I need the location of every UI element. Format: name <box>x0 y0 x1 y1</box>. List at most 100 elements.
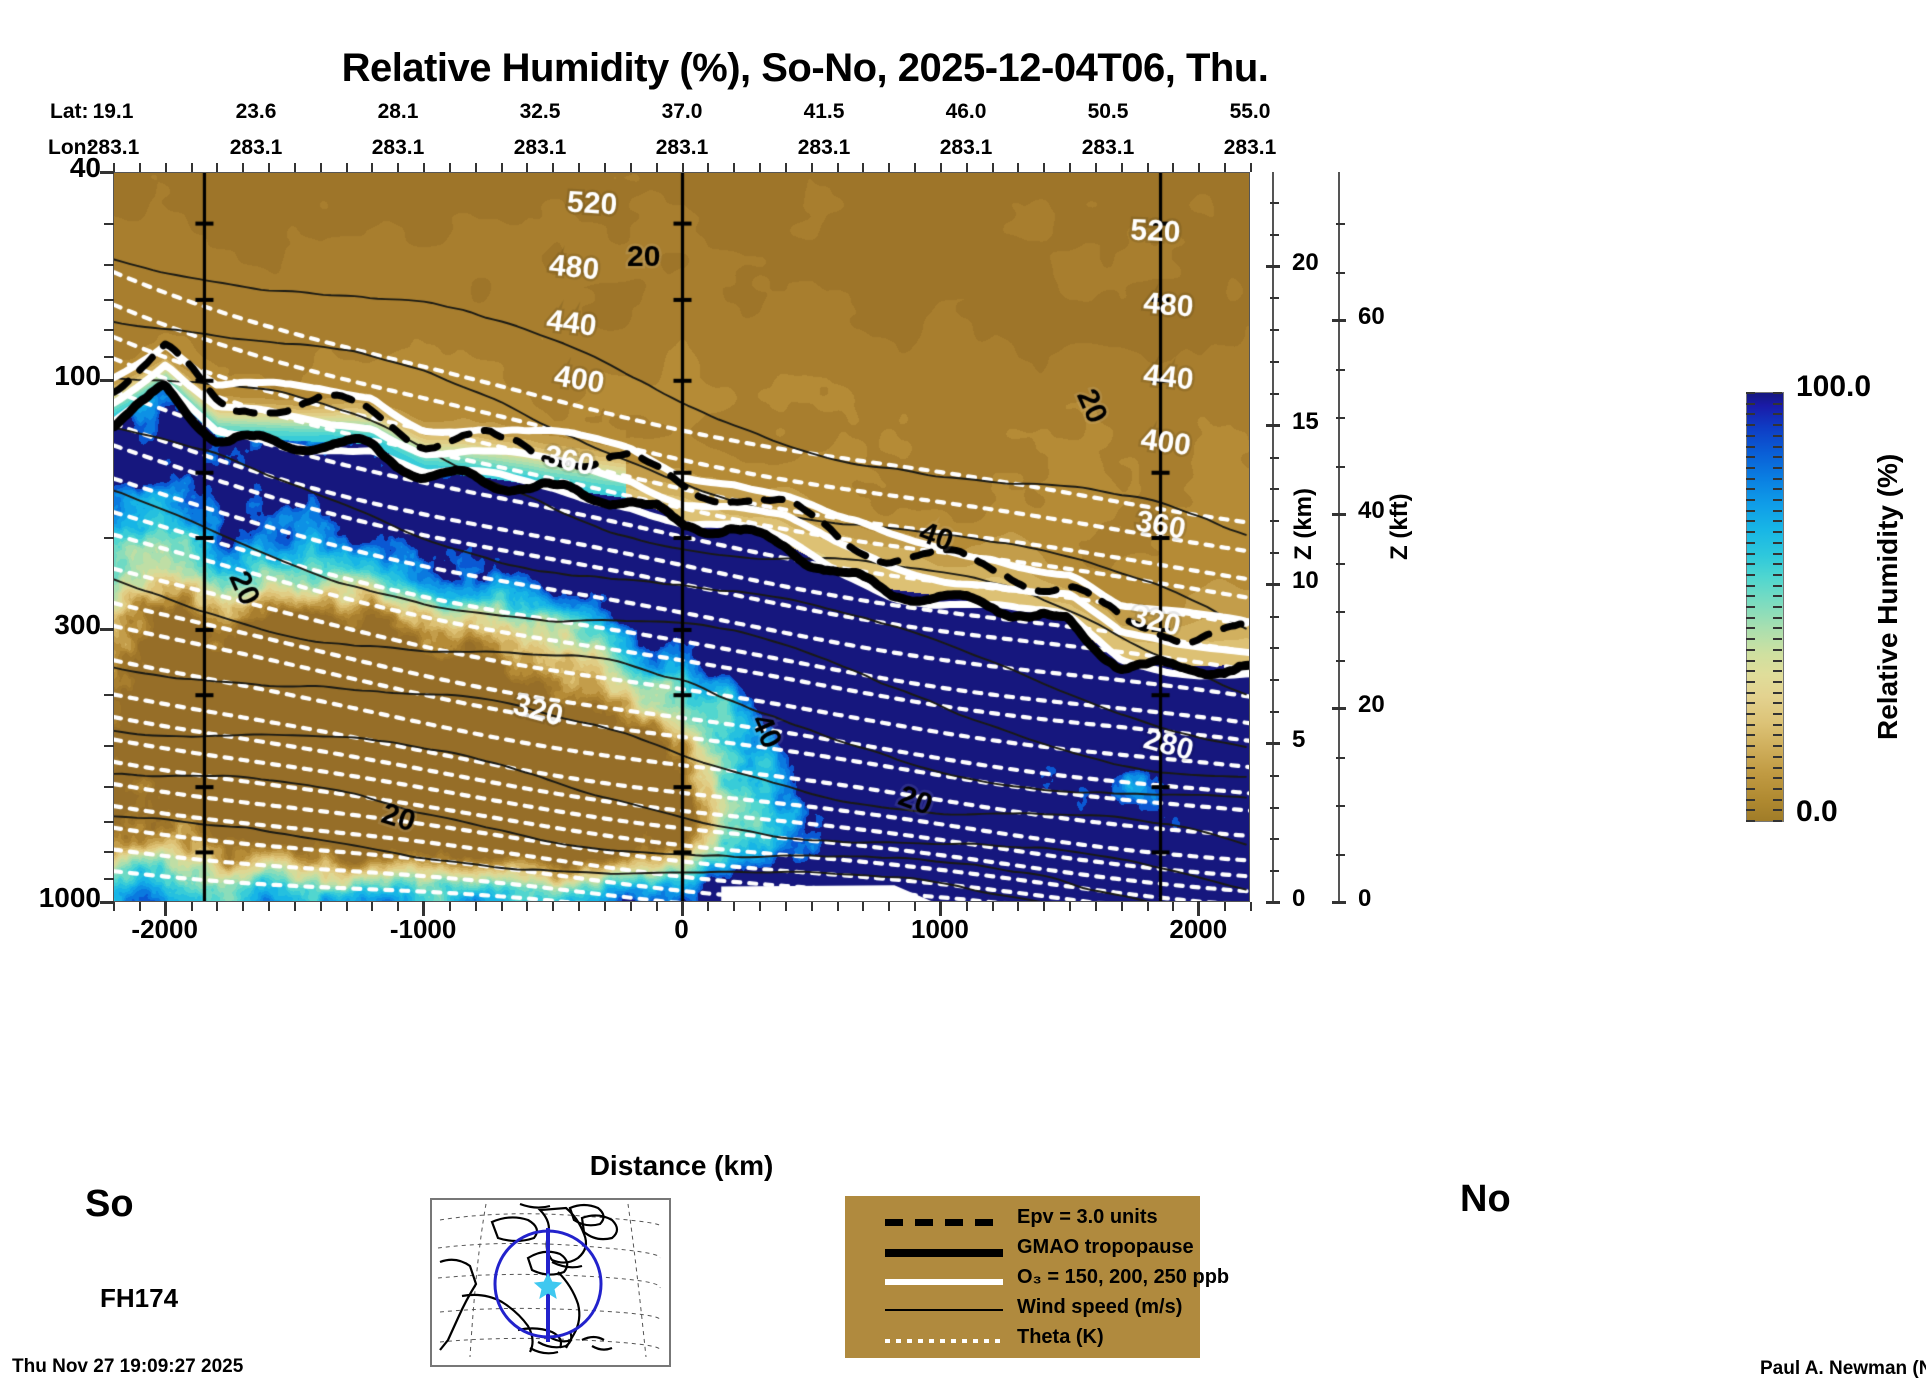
z-km-tick-minor <box>1270 392 1279 395</box>
legend-symbol-tropopause <box>885 1249 1003 1257</box>
z-kft-tick-label-0: 0 <box>1358 885 1372 912</box>
z-km-tick-minor <box>1270 583 1279 586</box>
colorbar-max-label: 100.0 <box>1796 370 1872 403</box>
z-kft-tick-minor <box>1336 465 1345 468</box>
lat-value-8: 55.0 <box>1229 100 1271 123</box>
z-kft-axis-line <box>1338 172 1340 902</box>
colorbar-tick <box>1773 488 1782 491</box>
x-tick-minor <box>242 902 245 911</box>
colorbar-tick <box>1773 755 1782 758</box>
x-tick-minor <box>500 902 503 911</box>
x-tick-minor <box>991 902 994 911</box>
y-tick-label-100: 100 <box>54 359 101 391</box>
z-kft-axis-label: Z (kft) <box>1386 493 1413 560</box>
z-km-tick-minor <box>1270 679 1279 682</box>
colorbar-tick <box>1746 787 1755 790</box>
z-kft-tick-minor <box>1336 271 1345 274</box>
colorbar-tick <box>1746 466 1755 469</box>
colorbar-min-label: 0.0 <box>1796 795 1838 828</box>
z-kft-tick-minor <box>1336 611 1345 614</box>
x-tick-minor <box>1017 902 1020 911</box>
lon-value-8: 283.1 <box>1223 136 1277 159</box>
y-tick-minor-50 <box>104 222 114 225</box>
legend-symbol-epv <box>885 1219 1003 1226</box>
cross-section-plot[interactable] <box>113 172 1250 902</box>
x-tick-minor <box>1094 902 1097 911</box>
forecast-hour-label: FH174 <box>100 1283 179 1313</box>
lon-value-4: 283.1 <box>655 136 709 159</box>
colorbar-tick <box>1773 509 1782 512</box>
x-tick-minor-top <box>448 163 451 172</box>
z-km-tick-minor <box>1270 711 1279 714</box>
colorbar-tick <box>1746 402 1755 405</box>
legend-box: Epv = 3.0 units GMAO tropopause O₃ = 150, … <box>845 1196 1229 1358</box>
colorbar-tick <box>1773 670 1782 673</box>
z-km-tick-minor <box>1270 520 1279 523</box>
x-tick-minor-top <box>784 163 787 172</box>
x-axis-label: Distance (km) <box>589 1150 774 1181</box>
y-tick-label-300: 300 <box>54 608 101 640</box>
colorbar-tick <box>1746 606 1755 608</box>
y-tick-minor-800 <box>104 851 114 854</box>
x-tick-label-1000: 1000 <box>910 914 969 944</box>
x-tick-minor <box>423 902 426 911</box>
x-tick-label--2000: -2000 <box>131 914 198 944</box>
lon-value-0: 283.1 <box>86 136 140 159</box>
colorbar-tick <box>1773 466 1782 469</box>
y-tick-label-40: 40 <box>69 152 101 183</box>
lon-value-5: 283.1 <box>797 136 851 159</box>
colorbar-tick <box>1773 745 1782 748</box>
colorbar-tick <box>1746 691 1755 694</box>
legend-item-theta: Theta (K) <box>867 1326 1197 1356</box>
colorbar-tick <box>1773 680 1782 683</box>
x-tick-minor <box>397 902 400 911</box>
x-tick-minor-top <box>397 163 400 172</box>
x-tick-minor-top <box>707 163 710 172</box>
x-tick-minor-top <box>888 163 891 172</box>
x-tick-minor <box>939 902 942 911</box>
colorbar-tick <box>1746 627 1755 630</box>
y-tick-minor-500 <box>104 744 114 747</box>
x-tick-minor <box>1224 902 1227 911</box>
x-tick-minor-top <box>603 163 606 172</box>
z-kft-tick-minor <box>1336 320 1345 323</box>
z-kft-tick-minor <box>1336 902 1345 904</box>
legend-label-ozone: O₃ = 150, 200, 250 ppb <box>1017 1266 1230 1288</box>
lat-value-7: 50.5 <box>1087 100 1129 123</box>
x-tick-minor-top <box>655 163 658 172</box>
x-tick-minor-top <box>1146 163 1149 172</box>
x-tick-label--1000: -1000 <box>389 914 457 944</box>
colorbar-tick <box>1773 638 1782 641</box>
x-tick-minor <box>1172 902 1175 911</box>
colorbar-tick <box>1746 702 1755 705</box>
x-tick-minor-top <box>1172 163 1175 172</box>
x-tick-minor <box>371 902 374 911</box>
z-km-tick-minor <box>1270 902 1279 904</box>
x-tick-minor-top <box>526 163 529 172</box>
colorbar-tick <box>1746 584 1755 587</box>
x-tick-minor <box>603 902 606 911</box>
colorbar-tick <box>1746 552 1755 555</box>
legend-symbol-wind-speed <box>885 1309 1003 1311</box>
colorbar-tick <box>1746 723 1755 726</box>
lon-value-1: 283.1 <box>229 136 283 159</box>
x-tick-minor <box>836 902 839 911</box>
x-tick-minor <box>164 902 167 911</box>
colorbar-tick <box>1746 392 1755 394</box>
x-tick-minor <box>810 902 813 911</box>
colorbar-tick <box>1746 638 1755 641</box>
lon-value-3: 283.1 <box>513 136 567 159</box>
colorbar-tick <box>1746 520 1755 523</box>
lat-value-3: 32.5 <box>519 100 561 123</box>
x-tick-minor <box>1250 902 1252 911</box>
x-tick-minor <box>965 902 968 911</box>
inset-locator-map[interactable] <box>430 1198 671 1367</box>
legend-label-tropopause: GMAO tropopause <box>1017 1236 1194 1258</box>
colorbar-tick <box>1773 809 1782 812</box>
colorbar-tick <box>1746 541 1755 544</box>
z-km-tick-minor <box>1270 456 1279 459</box>
lat-value-2: 28.1 <box>377 100 419 123</box>
colorbar-tick <box>1746 734 1755 737</box>
x-tick-minor <box>448 902 451 911</box>
colorbar-tick <box>1773 413 1782 416</box>
